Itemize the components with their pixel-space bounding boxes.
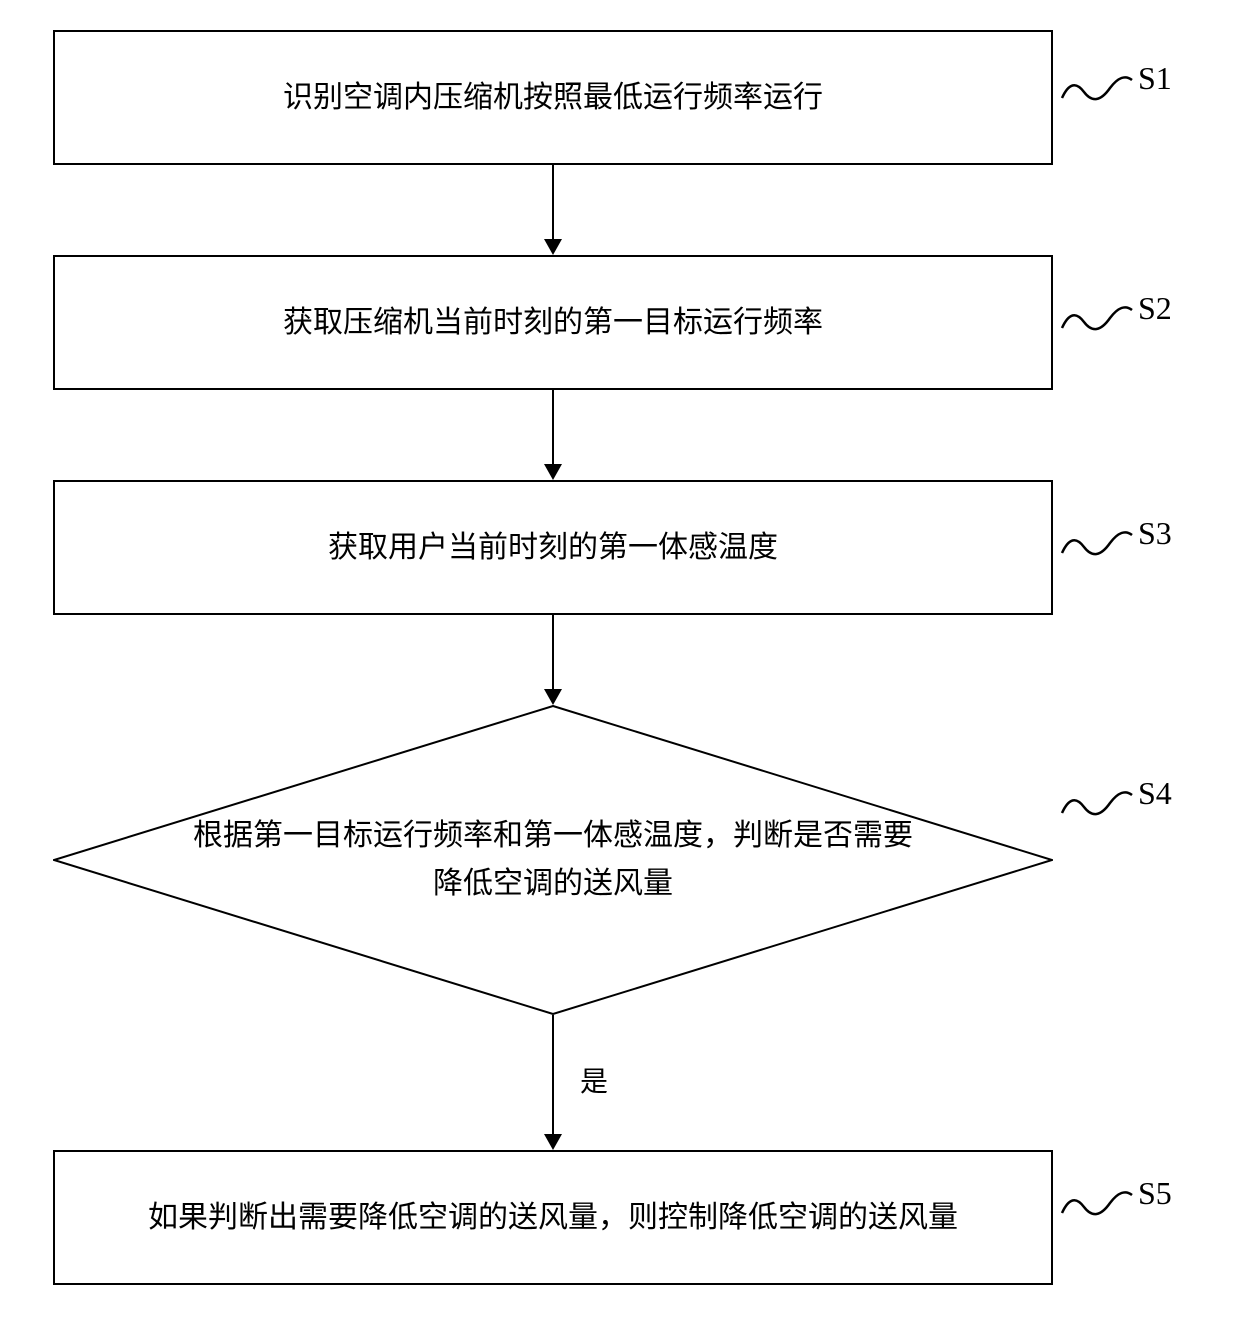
flowchart-canvas: 识别空调内压缩机按照最低运行频率运行 S1 获取压缩机当前时刻的第一目标运行频率… <box>0 0 1240 1325</box>
step-s1-box: 识别空调内压缩机按照最低运行频率运行 <box>53 30 1053 165</box>
squiggle-s2 <box>1060 300 1135 338</box>
arrow-s3-s4 <box>552 615 554 689</box>
squiggle-s4 <box>1060 785 1135 823</box>
step-s5-box: 如果判断出需要降低空调的送风量，则控制降低空调的送风量 <box>53 1150 1053 1285</box>
arrow-s2-s3 <box>552 390 554 464</box>
label-s3: S3 <box>1138 515 1172 552</box>
edge-label-yes: 是 <box>580 1060 608 1100</box>
label-s5: S5 <box>1138 1175 1172 1212</box>
arrow-s4-s5 <box>552 1015 554 1134</box>
arrow-head-s4-s5 <box>544 1134 562 1150</box>
step-s2-box: 获取压缩机当前时刻的第一目标运行频率 <box>53 255 1053 390</box>
squiggle-s5 <box>1060 1185 1135 1223</box>
step-s5-text: 如果判断出需要降低空调的送风量，则控制降低空调的送风量 <box>148 1197 958 1239</box>
squiggle-s1 <box>1060 70 1135 108</box>
label-s2: S2 <box>1138 290 1172 327</box>
step-s3-box: 获取用户当前时刻的第一体感温度 <box>53 480 1053 615</box>
label-s1: S1 <box>1138 60 1172 97</box>
step-s3-text: 获取用户当前时刻的第一体感温度 <box>328 527 778 569</box>
step-s4-diamond: 根据第一目标运行频率和第一体感温度，判断是否需要降低空调的送风量 <box>53 705 1053 1015</box>
step-s4-text: 根据第一目标运行频率和第一体感温度，判断是否需要降低空调的送风量 <box>53 705 1053 1015</box>
step-s2-text: 获取压缩机当前时刻的第一目标运行频率 <box>283 302 823 344</box>
label-s4: S4 <box>1138 775 1172 812</box>
squiggle-s3 <box>1060 525 1135 563</box>
arrow-head-s2-s3 <box>544 464 562 480</box>
step-s1-text: 识别空调内压缩机按照最低运行频率运行 <box>283 77 823 119</box>
arrow-head-s1-s2 <box>544 239 562 255</box>
arrow-s1-s2 <box>552 165 554 239</box>
arrow-head-s3-s4 <box>544 689 562 705</box>
